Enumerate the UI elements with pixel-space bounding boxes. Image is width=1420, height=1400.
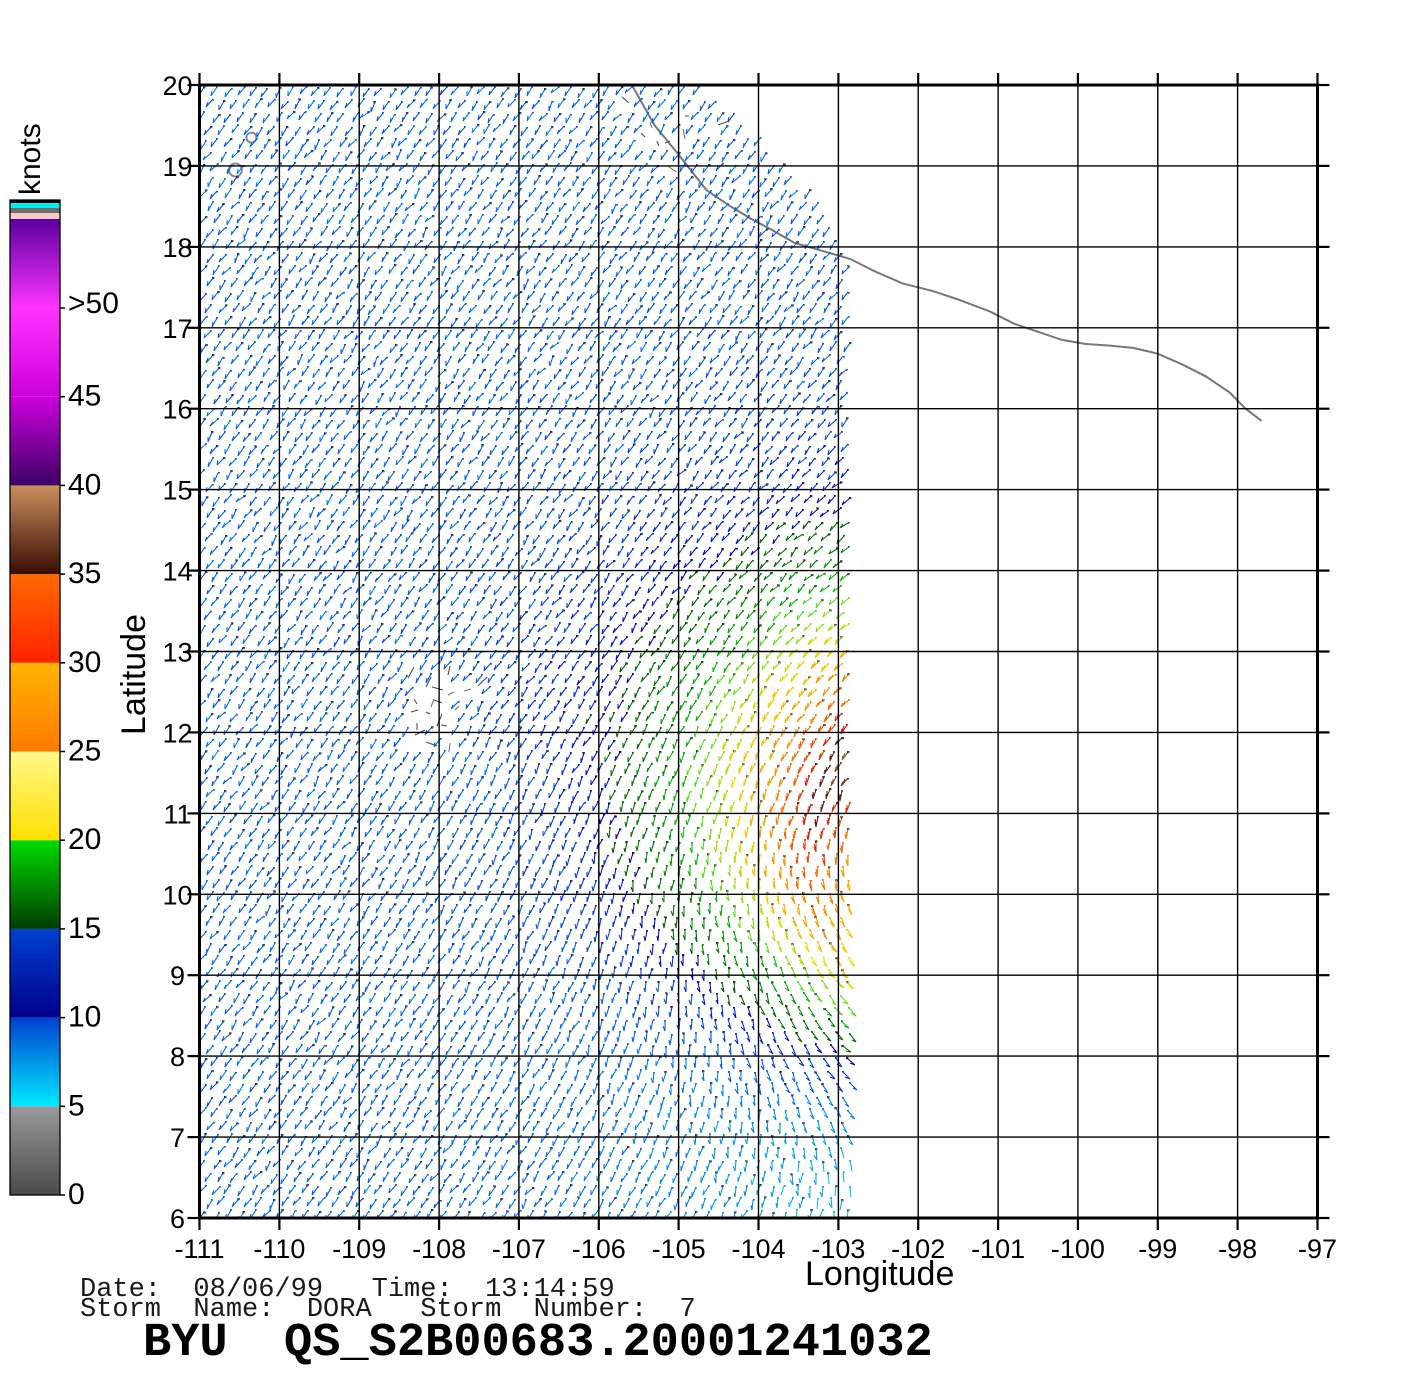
svg-text:-99: -99 [1138, 1234, 1177, 1264]
svg-text:25: 25 [68, 735, 101, 768]
svg-text:30: 30 [68, 646, 101, 679]
svg-text:20: 20 [162, 71, 192, 101]
svg-text:7: 7 [170, 1123, 185, 1153]
svg-text:45: 45 [68, 380, 101, 413]
svg-text:-107: -107 [492, 1234, 546, 1264]
svg-text:40: 40 [68, 468, 101, 501]
svg-text:13: 13 [162, 638, 192, 668]
svg-text:-98: -98 [1218, 1234, 1257, 1264]
svg-text:8: 8 [170, 1042, 185, 1072]
svg-text:-109: -109 [332, 1234, 386, 1264]
svg-text:-108: -108 [412, 1234, 466, 1264]
svg-text:17: 17 [162, 314, 192, 344]
svg-text:10: 10 [68, 1001, 101, 1034]
svg-text:-97: -97 [1298, 1234, 1337, 1264]
svg-text:-105: -105 [652, 1234, 706, 1264]
svg-text:BYU QS_S2B00683.20001241032: BYU QS_S2B00683.20001241032 [143, 1317, 933, 1370]
svg-text:12: 12 [162, 718, 192, 748]
svg-text:9: 9 [170, 961, 185, 991]
svg-text:11: 11 [163, 799, 191, 829]
svg-text:-101: -101 [971, 1234, 1025, 1264]
svg-text:19: 19 [162, 152, 192, 182]
svg-text:0: 0 [68, 1178, 85, 1211]
svg-text:-100: -100 [1051, 1234, 1105, 1264]
svg-text:-110: -110 [253, 1234, 305, 1264]
svg-text:>50: >50 [68, 287, 119, 320]
svg-text:Longitude: Longitude [805, 1255, 954, 1293]
svg-text:20: 20 [68, 823, 101, 856]
svg-text:15: 15 [68, 912, 101, 945]
svg-text:18: 18 [162, 233, 192, 263]
svg-text:15: 15 [162, 476, 192, 506]
svg-text:10: 10 [162, 880, 192, 910]
svg-text:Latitude: Latitude [115, 614, 153, 735]
svg-text:16: 16 [162, 395, 192, 425]
svg-text:5: 5 [68, 1089, 85, 1122]
svg-text:14: 14 [162, 557, 192, 587]
svg-text:35: 35 [68, 557, 101, 590]
svg-text:-111: -111 [174, 1234, 224, 1264]
svg-text:knots: knots [14, 123, 47, 195]
svg-text:-104: -104 [731, 1234, 785, 1264]
svg-text:6: 6 [170, 1204, 185, 1234]
svg-text:-106: -106 [572, 1234, 626, 1264]
